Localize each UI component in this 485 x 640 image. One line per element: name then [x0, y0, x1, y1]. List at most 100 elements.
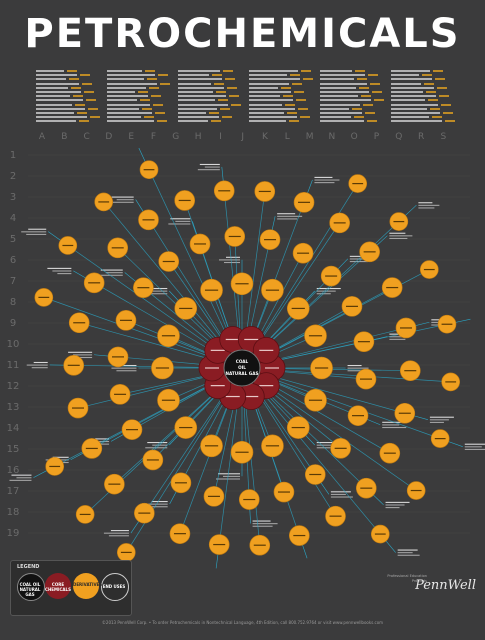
end-use-text — [73, 354, 93, 356]
index-entry-ref — [214, 82, 224, 85]
index-entry — [36, 78, 66, 81]
end-use-text — [31, 367, 48, 369]
index-entry-ref — [153, 103, 163, 106]
legend-label-core: CORE CHEMICALS — [45, 582, 71, 592]
index-entry — [107, 86, 146, 89]
index-entry-ref — [439, 95, 449, 98]
index-entry-ref — [287, 112, 297, 114]
end-use-text — [464, 448, 485, 450]
end-use-text — [389, 232, 406, 234]
index-entry — [36, 112, 74, 114]
derivative-label — [265, 445, 280, 447]
index-entry-ref — [157, 120, 167, 123]
index-entry-ref — [209, 112, 219, 114]
index-entry-ref — [363, 103, 373, 106]
end-use-text — [389, 338, 406, 340]
derivative-label — [49, 465, 61, 468]
index-entry — [249, 86, 278, 89]
index-entry — [391, 91, 423, 93]
derivative-label — [352, 415, 365, 417]
index-entry-ref — [361, 95, 371, 98]
index-entry — [36, 107, 85, 110]
end-use-text — [103, 532, 129, 534]
end-use-text — [431, 319, 446, 321]
derivative-label — [333, 222, 346, 224]
index-entry-ref — [294, 91, 304, 93]
derivative-label — [329, 515, 342, 517]
index-entry-ref — [298, 107, 308, 110]
derivative-label — [162, 260, 175, 263]
legend-core-swatch — [45, 573, 71, 599]
index-entry-ref — [216, 91, 226, 93]
poster-title: PETROCHEMICALS — [24, 11, 461, 57]
derivative-label — [155, 367, 170, 369]
derivative-label — [374, 533, 386, 535]
derivative-label — [161, 335, 176, 337]
index-entry — [107, 116, 141, 119]
index-entry-ref — [73, 95, 83, 98]
index-entry — [320, 78, 354, 81]
end-use-text — [111, 196, 134, 198]
derivative-label — [173, 533, 186, 535]
index-entry-ref — [300, 116, 310, 119]
index-entry-ref — [289, 120, 299, 123]
derivative-label — [293, 534, 306, 537]
column-letter: E — [128, 132, 135, 142]
index-entry-ref — [285, 103, 295, 106]
end-use-text — [33, 361, 48, 364]
row-number: 17 — [6, 486, 20, 497]
index-entry — [107, 82, 157, 85]
end-use-text — [347, 370, 364, 372]
index-entry — [320, 103, 360, 106]
index-entry — [107, 107, 139, 110]
row-numbers: 1 2 3 4 5 6 7 8 9 10 11 12 13 14 15 16 17 18 19 — [0, 150, 26, 550]
index-entry-ref — [149, 86, 159, 89]
index-entry-ref — [227, 86, 237, 89]
derivative-label — [291, 307, 305, 310]
end-use-text — [418, 202, 433, 204]
derivative-label — [178, 199, 191, 202]
index-entry — [107, 74, 155, 77]
end-use-text — [316, 444, 336, 446]
core-chemical-label — [225, 395, 240, 398]
derivative-label — [143, 169, 155, 171]
index-entry-ref — [437, 86, 447, 89]
end-use-text — [100, 269, 123, 271]
derivative-label — [62, 244, 74, 247]
index-entry-ref — [435, 78, 445, 81]
index-entry — [36, 70, 64, 72]
index-entry-ref — [155, 112, 165, 114]
index-entry — [320, 74, 365, 77]
end-use-text — [105, 272, 123, 274]
index-entry — [107, 99, 137, 102]
index-entry-ref — [80, 74, 90, 77]
legend-label-derivative: DERIVATIVES — [73, 582, 103, 587]
end-use-text — [175, 220, 191, 222]
index-entry — [391, 86, 434, 89]
index-entry — [107, 120, 154, 123]
derivative-label — [308, 335, 323, 337]
end-use-text — [252, 520, 271, 522]
end-use-text — [116, 199, 134, 201]
index-entry — [107, 112, 152, 114]
row-number: 1 — [9, 150, 17, 161]
index-entry — [36, 86, 68, 89]
index-entry-ref — [211, 120, 221, 123]
end-use-text — [21, 231, 47, 233]
index-entry — [320, 82, 367, 85]
column-letter: A — [38, 132, 46, 142]
index-entry-ref — [223, 70, 233, 72]
index-entry — [320, 91, 369, 93]
derivative-label — [161, 399, 176, 401]
index-entry-ref — [77, 112, 87, 114]
index-entry-ref — [75, 103, 85, 106]
index-column — [249, 70, 313, 126]
derivative-label — [235, 451, 249, 453]
index-entry-ref — [357, 78, 367, 81]
index-entry-ref — [292, 82, 302, 85]
row-number: 9 — [9, 318, 17, 329]
derivative-label — [325, 275, 338, 277]
index-entry-ref — [145, 70, 155, 72]
index-entry — [36, 91, 81, 93]
end-use-text — [26, 233, 47, 235]
